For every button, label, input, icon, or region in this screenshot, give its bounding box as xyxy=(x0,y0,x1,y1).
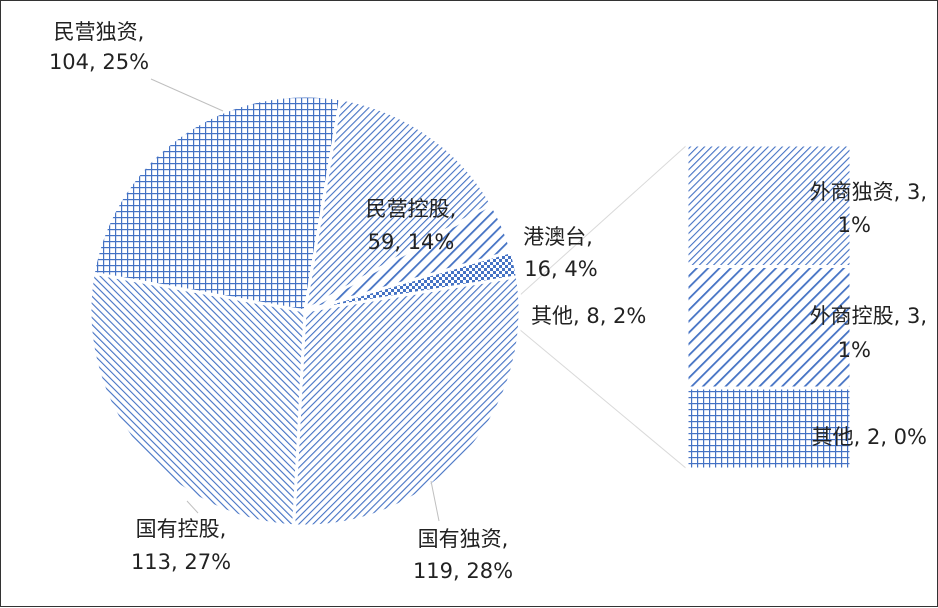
pie-slice xyxy=(302,97,494,314)
leader-line xyxy=(150,78,224,112)
data-label-pie: 113, 27% xyxy=(131,550,231,574)
pie-slice xyxy=(304,249,519,313)
data-label-pie: 国有独资, xyxy=(418,527,509,551)
pie-slice xyxy=(88,271,307,528)
data-label-pie: 国有控股, xyxy=(136,517,227,541)
data-label-bar: 外商独资, 3, xyxy=(810,180,927,204)
data-label-pie: 104, 25% xyxy=(49,50,149,74)
connector-line-bottom xyxy=(518,328,688,470)
data-label-pie: 港澳台, xyxy=(523,225,593,249)
bar-segment xyxy=(685,143,853,268)
connector-line-top xyxy=(518,144,688,297)
data-label-pie: 民营控股, xyxy=(366,197,457,221)
data-label-pie: 119, 28% xyxy=(413,559,513,583)
data-label-bar: 1% xyxy=(838,338,871,362)
data-label-pie: 民营独资, xyxy=(54,20,145,44)
leader-line xyxy=(430,480,440,522)
breakdown-bar xyxy=(685,143,853,471)
bar-segment xyxy=(685,265,853,390)
data-label-pie: 16, 4% xyxy=(524,257,597,281)
leader-line xyxy=(186,500,199,514)
data-label-bar: 其他, 2, 0% xyxy=(812,425,927,449)
data-label-bar: 1% xyxy=(838,213,871,237)
bar-segment xyxy=(685,386,853,471)
pie-group xyxy=(88,94,522,528)
pie-slice xyxy=(292,274,522,528)
data-label-pie: 其他, 8, 2% xyxy=(531,304,646,328)
data-label-bar: 外商控股, 3, xyxy=(810,304,927,328)
pie-slice xyxy=(91,94,343,313)
data-label-pie: 59, 14% xyxy=(368,230,455,254)
